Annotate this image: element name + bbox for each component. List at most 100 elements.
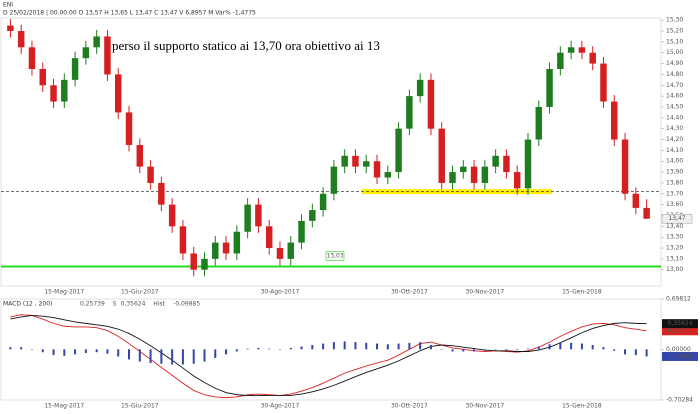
y-tick-label: 13,80 [666,179,683,186]
candle-body [341,155,348,167]
candle-body [438,128,445,183]
candle-body [567,47,575,53]
y-tick-label: 13,70 [666,190,683,197]
hist-bar [354,342,357,350]
hist-bar [117,349,120,357]
hist-bar [225,349,228,355]
x-tick-label: 15-Mag-2017 [44,289,84,296]
hist-bar [322,343,325,350]
y-tick-label: 14,30 [666,125,683,132]
hist-bar [440,349,443,350]
candle-body [621,139,629,194]
x-tick-label: 15-Gen-2018 [562,403,602,410]
last-value-label: 0,35624 [668,320,693,327]
hist-bar [483,349,486,351]
candle-body [114,74,122,113]
chart-title: ENI [3,2,13,9]
candle-body [168,204,176,227]
hist-bar [591,345,594,350]
hist-bar [624,349,627,355]
candle-body [125,112,133,145]
y-tick-label: 13,00 [666,266,683,273]
hist-bar [128,349,131,360]
hist-bar [645,349,648,357]
hist-bar [376,343,379,350]
y-tick-label: 14,90 [666,60,683,67]
hist-bar [580,343,583,350]
candle-body [611,101,618,140]
hist-bar [505,349,508,351]
last-value-box [662,326,698,336]
x-tick-label: 15-Mag-2017 [44,403,84,410]
x-tick-label: 15-Giu-2017 [121,289,159,296]
hist-bar [181,349,184,365]
hist-bar [214,349,217,358]
candle-body [427,79,435,129]
hist-bar [397,343,400,350]
hist-bar [429,345,432,350]
candle-body [643,207,650,219]
candle-body [255,204,262,227]
y-tick-label: 14,40 [666,114,683,121]
hist-bar [30,349,33,350]
macd-title: MACD (12 , 200) [3,301,52,308]
y-tick-label: 14,10 [666,147,683,154]
y-tick-label: 13,10 [666,255,683,262]
x-tick-label: 15-Giu-2017 [121,403,159,410]
candle-body [578,47,586,53]
y-tick-label: 14,00 [666,158,683,165]
candle-body [244,204,251,232]
candle-body [17,31,25,48]
hist-bar [602,347,605,350]
candle-body [330,166,338,194]
candle-body [460,166,467,173]
hist-bar [343,341,346,350]
candle-body [449,172,456,183]
hist-bar [246,348,249,350]
y-tick-label: 15,30 [666,17,683,24]
candle-body [546,68,553,107]
hist-bar [548,344,551,350]
x-tick-label: 15-Gen-2018 [562,289,602,296]
candle-body [481,166,489,183]
candle-body [61,79,68,102]
hist-bar [74,349,77,355]
candle-body [503,155,510,173]
hist-bar [278,349,281,350]
candle-body [147,166,154,183]
support-label-box [325,251,345,261]
hist-bar [52,349,55,356]
candle-body [535,106,543,140]
hist-bar [300,346,303,350]
candle-body [233,231,241,254]
x-tick-label: 30-Ott-2017 [391,289,428,296]
candle-body [190,253,197,270]
hist-bar [95,349,98,353]
candle-body [71,58,79,80]
hist-bar [106,349,109,354]
candle-body [406,96,413,129]
candle-body [222,242,230,254]
candle-body [201,258,208,270]
candle-body [557,52,564,69]
candle-body [416,79,424,97]
candle-body [265,226,273,249]
candle-body [395,128,402,173]
hist-bar [462,349,465,352]
candle-body [50,85,57,102]
last-value-box [662,351,698,361]
price-panel [0,17,662,287]
candle-body [513,172,521,189]
candle-body [470,166,478,183]
hist-bar [559,342,562,350]
hist-bar [494,349,497,350]
candle-body [632,193,640,208]
y-tick-label: 14,80 [666,71,683,78]
hist-bar [365,342,368,350]
support-label: 13,03 [326,252,343,259]
hist-bar [570,342,573,350]
hist-bar [289,347,292,350]
last-value-label: 0,25739 [668,327,693,334]
candle-body [492,155,499,167]
